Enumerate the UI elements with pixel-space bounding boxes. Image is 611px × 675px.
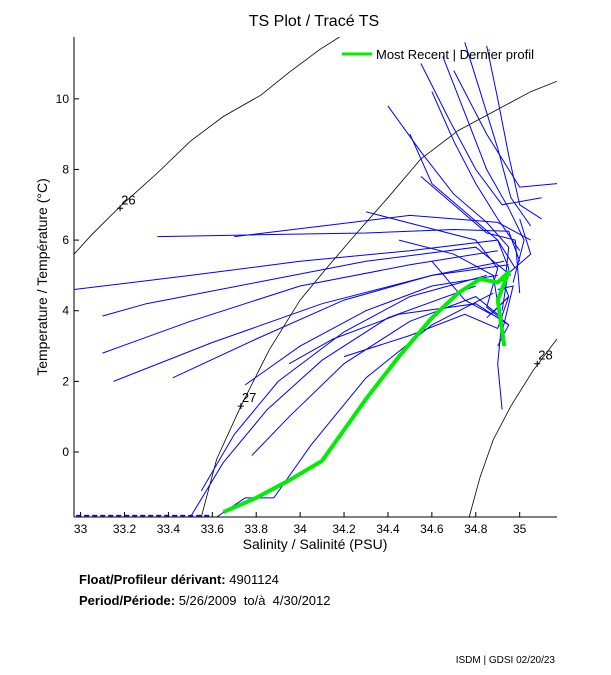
profile-line-19 — [251, 296, 503, 456]
y-tick-label: 0 — [62, 445, 69, 459]
legend-label-most-recent: Most Recent | Dernier profil — [376, 47, 534, 62]
profile-line-1 — [102, 246, 512, 317]
float-value: 4901124 — [229, 572, 279, 587]
profile-line-3 — [113, 260, 505, 382]
profile-line-9 — [431, 91, 521, 251]
y-tick-label: 8 — [62, 162, 69, 176]
profile-line-22 — [365, 211, 510, 326]
profile-line-5 — [157, 228, 521, 262]
float-info: Float/Profileur dérivant: 4901124 — [79, 572, 279, 587]
float-label: Float/Profileur dérivant: — [79, 572, 226, 587]
profile-line-8 — [409, 133, 516, 269]
x-tick-label: 33 — [74, 522, 88, 536]
x-tick-label: 35 — [513, 522, 527, 536]
y-tick-label: 2 — [62, 374, 69, 388]
chart-title: TS Plot / Tracé TS — [249, 13, 379, 30]
profile-line-12 — [486, 45, 542, 220]
profile-line-0 — [74, 239, 510, 311]
y-tick-label: 4 — [62, 304, 69, 318]
profile-line-2 — [102, 250, 498, 354]
profile-line-17 — [189, 285, 476, 517]
period-info: Period/Période: 5/26/2009 to/à 4/30/2012 — [79, 593, 331, 608]
isopycnal-marker-27 — [237, 403, 244, 410]
x-tick-label: 33.8 — [245, 522, 269, 536]
x-tick-label: 34.4 — [376, 522, 400, 536]
profile-line-14 — [420, 63, 542, 206]
x-tick-label: 34.2 — [332, 522, 356, 536]
y-axis-label: Temperature / Température (°C) — [34, 178, 50, 376]
profile-line-10 — [442, 56, 525, 283]
profile-line-13 — [453, 70, 557, 188]
profile-line-25 — [431, 218, 532, 315]
x-tick-label: 34.8 — [464, 522, 488, 536]
axes: 33 33.2 33.4 33.6 33.8 34 34.2 34.4 34.6 34.8 3502… — [56, 37, 557, 536]
profile-line-24 — [420, 176, 521, 294]
profile-line-6 — [234, 214, 531, 241]
period-label: Period/Période: — [79, 593, 176, 608]
isopycnal-label-26: 26 — [121, 192, 135, 207]
profile-line-20 — [288, 303, 510, 365]
y-tick-label: 10 — [56, 92, 70, 106]
most-recent-profile-line — [222, 269, 511, 514]
profile-line-7 — [387, 105, 510, 290]
x-tick-label: 34 — [293, 522, 307, 536]
y-tick-label: 6 — [62, 233, 69, 247]
isopycnal-26 — [74, 37, 340, 255]
x-tick-label: 33.2 — [113, 522, 137, 536]
footer-credit: ISDM | GDSI 02/20/23 — [455, 655, 555, 666]
profile-line-4 — [172, 264, 509, 379]
profile-line-18 — [216, 292, 494, 517]
isopycnal-marker-28 — [534, 360, 541, 367]
profile-line-15 — [244, 274, 498, 386]
plot-area: 26 27 28 — [74, 37, 557, 517]
x-tick-label: 33.4 — [157, 522, 181, 536]
x-tick-label: 34.6 — [420, 522, 444, 536]
isopycnal-28 — [468, 338, 557, 517]
isopycnal-marker-26 — [117, 205, 124, 212]
isopycnal-label-28: 28 — [538, 348, 552, 363]
legend: Most Recent | Dernier profil — [342, 47, 534, 62]
isopycnal-label-27: 27 — [242, 390, 256, 405]
profile-line-16 — [200, 274, 487, 492]
profile-line-11 — [464, 42, 532, 227]
x-axis-label: Salinity / Salinité (PSU) — [243, 536, 388, 552]
x-tick-label: 33.6 — [201, 522, 225, 536]
period-value: 5/26/2009 to/à 4/30/2012 — [178, 593, 331, 608]
